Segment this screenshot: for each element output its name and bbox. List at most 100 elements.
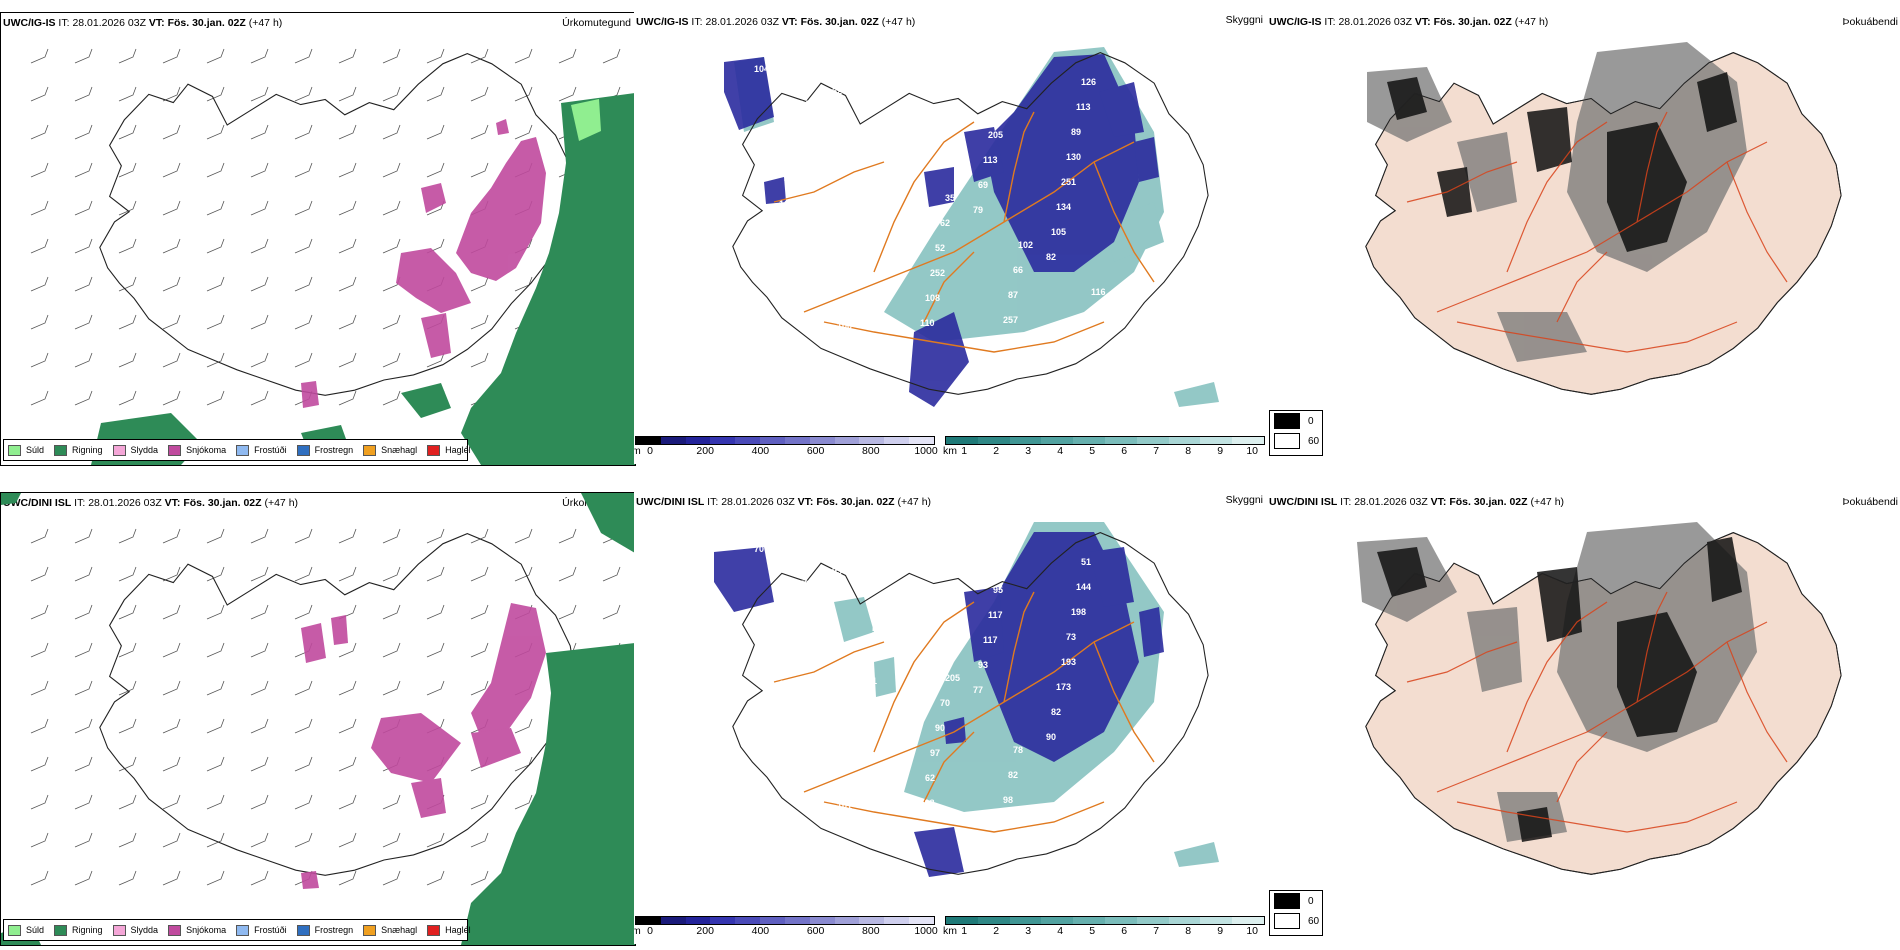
wind-barb — [382, 314, 401, 330]
colorbar-cell — [1136, 437, 1169, 444]
wind-barb — [30, 528, 49, 544]
visibility-value: 78 — [794, 604, 804, 614]
precip-legend-item: Rigning — [54, 444, 103, 456]
colorbar-tick: 0 — [647, 445, 653, 457]
legend-label: Frostúði — [254, 445, 287, 455]
wind-barb — [426, 680, 445, 696]
wind-barb — [30, 680, 49, 696]
colorbar-tick: 0 — [647, 925, 653, 937]
wind-barb — [294, 604, 313, 620]
road — [1726, 161, 1788, 283]
visibility-value: 110 — [920, 318, 935, 328]
wind-barb — [30, 566, 49, 582]
colorbar-cell — [946, 437, 978, 444]
colorbar-tick: 8 — [1185, 445, 1192, 457]
wind-barb — [118, 352, 137, 368]
road — [923, 731, 975, 803]
visibility-map: 70 72 76 77 90 98 93 75 93 82 63 101 91 117 173 75 56 207… — [714, 522, 1219, 877]
wind-barb — [250, 794, 269, 810]
colorbar-cell — [809, 917, 835, 924]
colorbar-cell — [834, 917, 860, 924]
wind-barb — [206, 48, 225, 64]
precip-map — [30, 48, 635, 465]
visibility-value: 257 — [1003, 315, 1018, 325]
fog-indicator-panel-igis: UWC/IG-IS IT: 28.01.2026 03Z VT: Fös. 30… — [1267, 12, 1900, 464]
wind-barb — [250, 642, 269, 658]
colorbar-tick: 3 — [1025, 445, 1032, 457]
wind-barb — [426, 642, 445, 658]
road — [1506, 601, 1608, 753]
road — [773, 641, 885, 683]
precip-legend-item: Snjókoma — [168, 444, 226, 456]
colorbar-tick: 800 — [862, 925, 880, 937]
visibility-value: 103 — [779, 679, 794, 689]
wind-barb — [74, 162, 93, 178]
visibility-value: 90 — [1046, 732, 1056, 742]
wind-barb — [74, 832, 93, 848]
visibility-value: 155 — [774, 704, 789, 714]
wind-barb — [74, 756, 93, 772]
precip-legend-item: Haglél — [427, 444, 471, 456]
wind-barb — [470, 314, 489, 330]
colorbar-cell — [1104, 437, 1137, 444]
wind-barb — [338, 566, 357, 582]
fog-legend: 0 60 — [1269, 410, 1323, 456]
wind-barb — [206, 390, 225, 406]
visibility-value: 134 — [1056, 202, 1071, 212]
colorbar-tick: 5 — [1089, 445, 1096, 457]
colorbar-cell — [710, 437, 736, 444]
wind-barb — [74, 200, 93, 216]
legend-label: Súld — [26, 925, 45, 935]
roads — [773, 111, 1155, 353]
colorbar-cell — [1104, 917, 1137, 924]
colorbar-cell — [1041, 437, 1074, 444]
wind-barb — [514, 718, 533, 734]
legend-swatch — [363, 444, 377, 456]
wind-barb — [602, 566, 621, 582]
wind-barb — [338, 390, 357, 406]
visibility-value: 75 — [905, 613, 915, 623]
visibility-value: 76 — [900, 638, 910, 648]
wind-barb — [426, 870, 445, 886]
visibility-value: 35 — [945, 193, 955, 203]
visibility-panel-dini: UWC/DINI ISL IT: 28.01.2026 03Z VT: Fös.… — [634, 492, 1267, 944]
wind-barb — [74, 680, 93, 696]
visibility-value: 72 — [827, 591, 837, 601]
wind-barb — [470, 642, 489, 658]
visibility-value: 69 — [857, 701, 867, 711]
wind-barb — [514, 528, 533, 544]
wind-barb — [206, 124, 225, 140]
iceland-outline — [1365, 532, 1842, 875]
wind-barb — [118, 314, 137, 330]
visibility-value: 97 — [930, 748, 940, 758]
wind-barb — [470, 48, 489, 64]
legend-swatch — [8, 444, 21, 456]
wind-barb — [426, 832, 445, 848]
precip-legend-item: Frostúði — [236, 924, 287, 936]
fog-swatch-low — [1274, 433, 1300, 449]
legend-swatch — [236, 924, 250, 936]
colorbar-tick: 7 — [1153, 925, 1160, 937]
panel-variable-label: Þokuábendi — [1842, 16, 1898, 28]
visibility-value: 84 — [998, 560, 1008, 570]
colorbar-cell — [1073, 437, 1105, 444]
legend-label: Snæhagl — [381, 445, 418, 455]
legend-label: Snjókoma — [186, 925, 227, 935]
panel-variable-label: Úrkomutegund — [562, 17, 631, 29]
colorbar-cell — [784, 917, 810, 924]
colorbar-tick: 5 — [1089, 925, 1096, 937]
snow-areas — [301, 119, 546, 408]
visibility-panel-igis: UWC/IG-IS IT: 28.01.2026 03Z VT: Fös. 30… — [634, 12, 1267, 464]
visibility-value: 198 — [1071, 607, 1086, 617]
visibility-value: 193 — [1061, 657, 1076, 667]
wind-barb — [74, 566, 93, 582]
visibility-value: 83 — [759, 299, 769, 309]
roads — [1406, 591, 1788, 833]
wind-barb — [118, 390, 137, 406]
road — [1093, 161, 1155, 283]
wind-barb — [602, 48, 621, 64]
road — [803, 141, 1135, 313]
legend-swatch — [296, 444, 310, 456]
wind-barb — [30, 314, 49, 330]
wind-barb — [118, 642, 137, 658]
